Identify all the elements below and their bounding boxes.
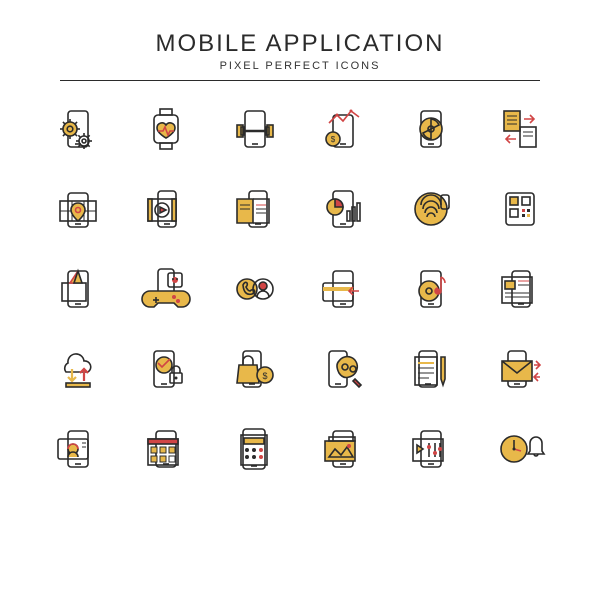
icon-grid: $ $	[50, 101, 550, 477]
phone-drill-icon	[50, 261, 106, 317]
contact-call-icon	[227, 261, 283, 317]
qr-code-icon	[492, 181, 548, 237]
calculator-icon	[227, 421, 283, 477]
svg-text:$: $	[262, 371, 267, 381]
mail-send-icon	[492, 341, 548, 397]
clock-bell-icon	[492, 421, 548, 477]
divider	[60, 80, 540, 81]
phone-chart-icon	[315, 181, 371, 237]
media-controls-icon	[403, 421, 459, 477]
support-chat-icon	[50, 421, 106, 477]
news-feed-icon	[492, 261, 548, 317]
fingerprint-icon	[403, 181, 459, 237]
phone-map-icon	[50, 181, 106, 237]
phone-lock-icon	[138, 341, 194, 397]
phone-camera-icon	[403, 101, 459, 157]
phone-book-icon	[227, 181, 283, 237]
gamepad-icon	[138, 261, 194, 317]
file-transfer-icon	[492, 101, 548, 157]
document-edit-icon	[403, 341, 459, 397]
music-note-icon	[403, 261, 459, 317]
phone-settings-icon	[50, 101, 106, 157]
design-pen-icon	[315, 341, 371, 397]
shopping-bag-icon: $	[227, 341, 283, 397]
page-title: MOBILE APPLICATION	[156, 30, 445, 58]
cloud-sync-icon	[50, 341, 106, 397]
watch-heart-icon	[138, 101, 194, 157]
phone-barbell-icon	[227, 101, 283, 157]
payment-card-icon	[315, 261, 371, 317]
calendar-grid-icon	[138, 421, 194, 477]
page-subtitle: PIXEL PERFECT ICONS	[220, 60, 381, 72]
photo-gallery-icon	[315, 421, 371, 477]
phone-finance-icon: $	[315, 101, 371, 157]
svg-text:$: $	[331, 135, 336, 144]
phone-video-icon	[138, 181, 194, 237]
